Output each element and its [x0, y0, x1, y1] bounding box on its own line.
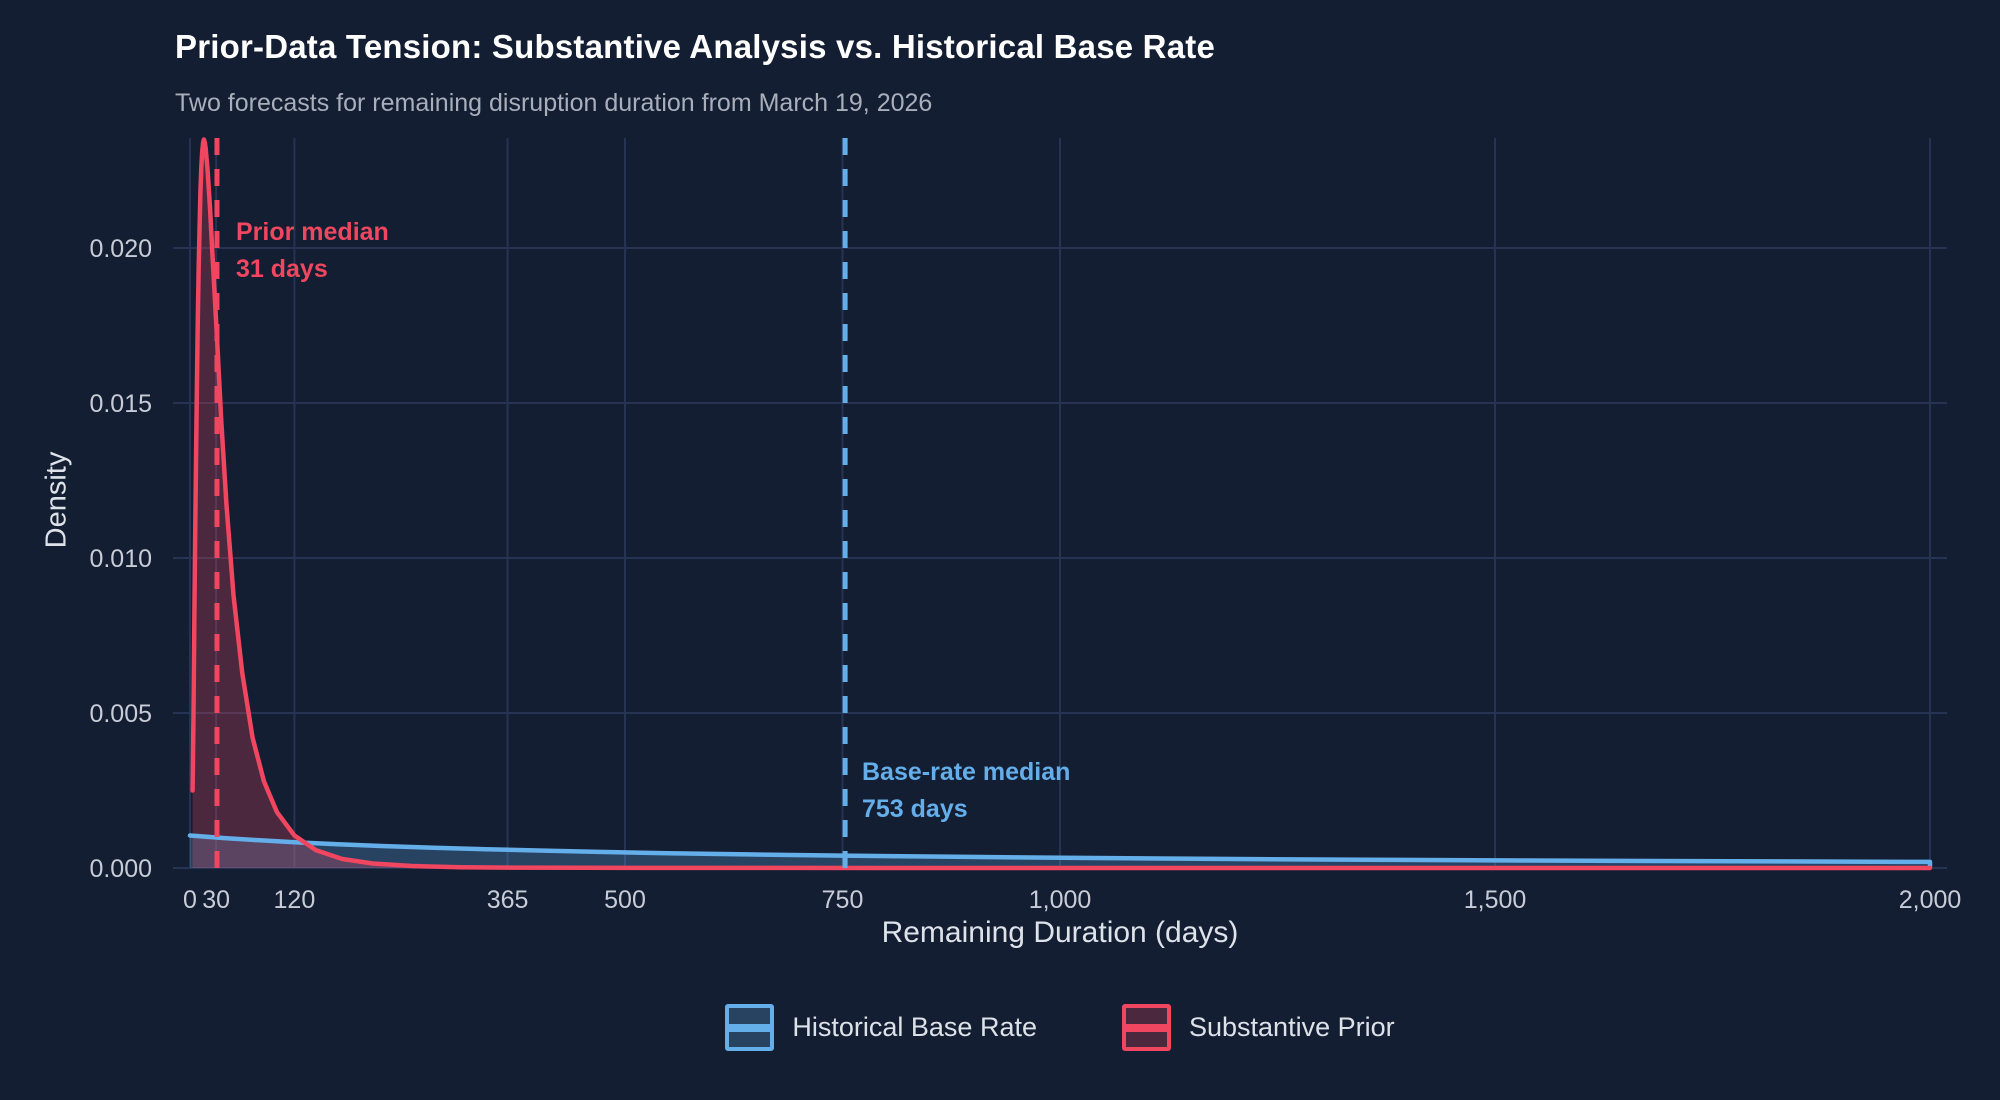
annotation-base-line2: 753 days [862, 795, 968, 823]
annotation-base-rate-median: Base-rate median 753 days [862, 754, 1070, 828]
annotation-prior-median: Prior median 31 days [236, 214, 389, 288]
annotation-prior-line1: Prior median [236, 218, 389, 246]
x-tick-label: 30 [202, 886, 230, 914]
x-tick-label: 750 [822, 886, 864, 914]
x-tick-label: 365 [487, 886, 529, 914]
legend-label-prior: Substantive Prior [1189, 1012, 1395, 1042]
y-tick-label: 0.010 [89, 545, 152, 573]
density-area-historical [190, 835, 1930, 868]
annotation-prior-line2: 31 days [236, 255, 328, 283]
x-tick-label: 2,000 [1899, 886, 1962, 914]
y-tick-label: 0.020 [89, 235, 152, 263]
x-tick-label: 0 [183, 886, 197, 914]
legend-item-prior: Substantive Prior [1122, 1004, 1395, 1051]
x-tick-label: 500 [604, 886, 646, 914]
legend-key-bar-prior [1126, 1023, 1167, 1032]
chart-title: Prior-Data Tension: Substantive Analysis… [175, 28, 1215, 65]
x-tick-label: 1,500 [1464, 886, 1527, 914]
legend-item-historical: Historical Base Rate [725, 1004, 1037, 1051]
y-tick-label: 0.000 [89, 855, 152, 883]
legend-label-historical: Historical Base Rate [792, 1012, 1037, 1042]
legend-key-prior [1122, 1004, 1171, 1051]
x-tick-label: 120 [274, 886, 316, 914]
legend-key-historical [725, 1004, 775, 1051]
annotation-base-line1: Base-rate median [862, 758, 1071, 786]
legend-key-bar-historical [729, 1023, 771, 1032]
x-axis-title: Remaining Duration (days) [881, 916, 1239, 949]
y-axis-title: Density [40, 451, 73, 549]
legend: Historical Base Rate Substantive Prior [173, 1004, 1947, 1051]
y-tick-label: 0.005 [89, 700, 152, 728]
x-tick-label: 1,000 [1029, 886, 1092, 914]
y-tick-label: 0.015 [89, 390, 152, 418]
chart-subtitle: Two forecasts for remaining disruption d… [175, 89, 933, 117]
